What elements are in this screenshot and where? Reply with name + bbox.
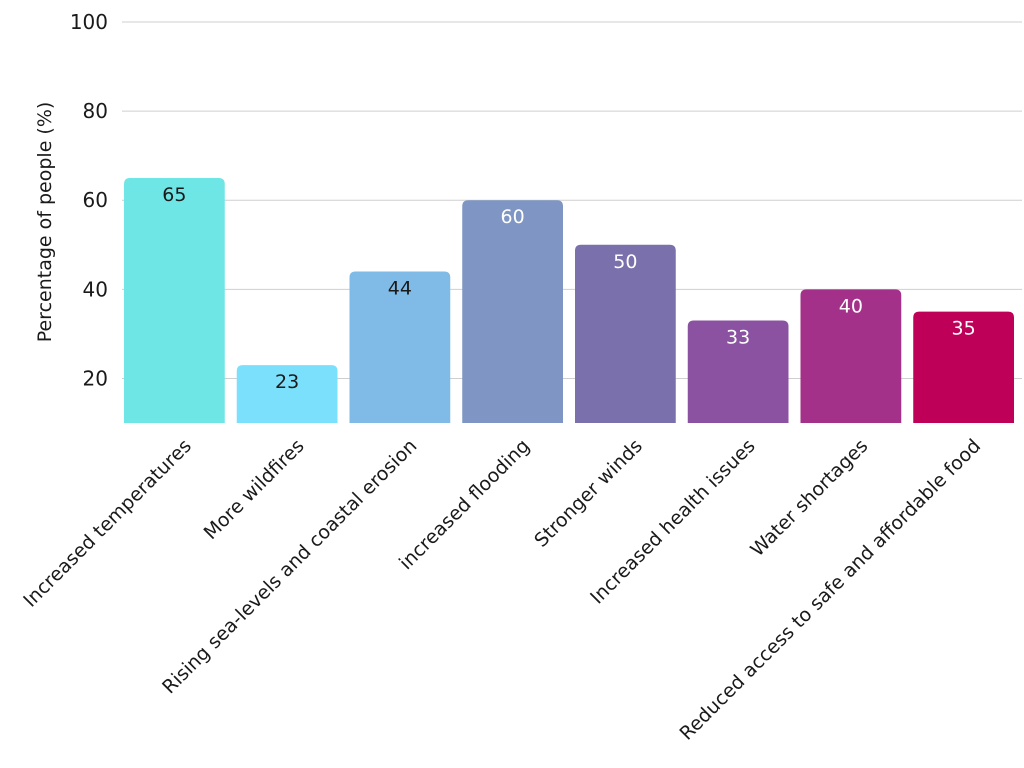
category-label: Rising sea-levels and coastal erosion	[158, 435, 421, 698]
bar	[349, 271, 451, 423]
y-tick-label: 20	[83, 366, 108, 390]
category-labels: Increased temperatures More wildfiresRisi…	[19, 435, 985, 745]
bar-value-label: 23	[275, 371, 299, 393]
bar	[236, 365, 338, 423]
bar-value-label: 35	[952, 318, 976, 340]
bars	[124, 177, 1014, 423]
category-label: Water shortages	[746, 435, 872, 561]
y-axis-title: Percentage of people (%)	[34, 102, 56, 343]
bar-value-label: 65	[162, 184, 186, 206]
bar-value-label: 33	[726, 327, 750, 349]
bar	[913, 311, 1014, 423]
bar-value-label: 40	[839, 295, 863, 317]
y-tick-label: 100	[70, 10, 108, 34]
category-label: More wildfires	[200, 435, 309, 544]
y-tick-label: 40	[83, 277, 108, 301]
y-tick-label: 60	[83, 188, 108, 212]
value-labels: 65 23 44 60 50 33 40 35	[162, 184, 975, 393]
bar	[462, 200, 563, 423]
bar-value-label: 44	[388, 278, 412, 300]
category-label: Increased temperatures	[19, 435, 196, 612]
y-tick-label: 80	[83, 99, 108, 123]
bar	[687, 320, 789, 423]
bar	[800, 289, 902, 423]
category-label: Stronger winds	[530, 435, 647, 552]
y-axis-ticks: 20 40 60 80 100	[70, 10, 108, 390]
bar	[124, 177, 225, 423]
bar	[575, 244, 676, 423]
bar-value-label: 50	[613, 251, 637, 273]
bar-value-label: 60	[501, 206, 525, 228]
